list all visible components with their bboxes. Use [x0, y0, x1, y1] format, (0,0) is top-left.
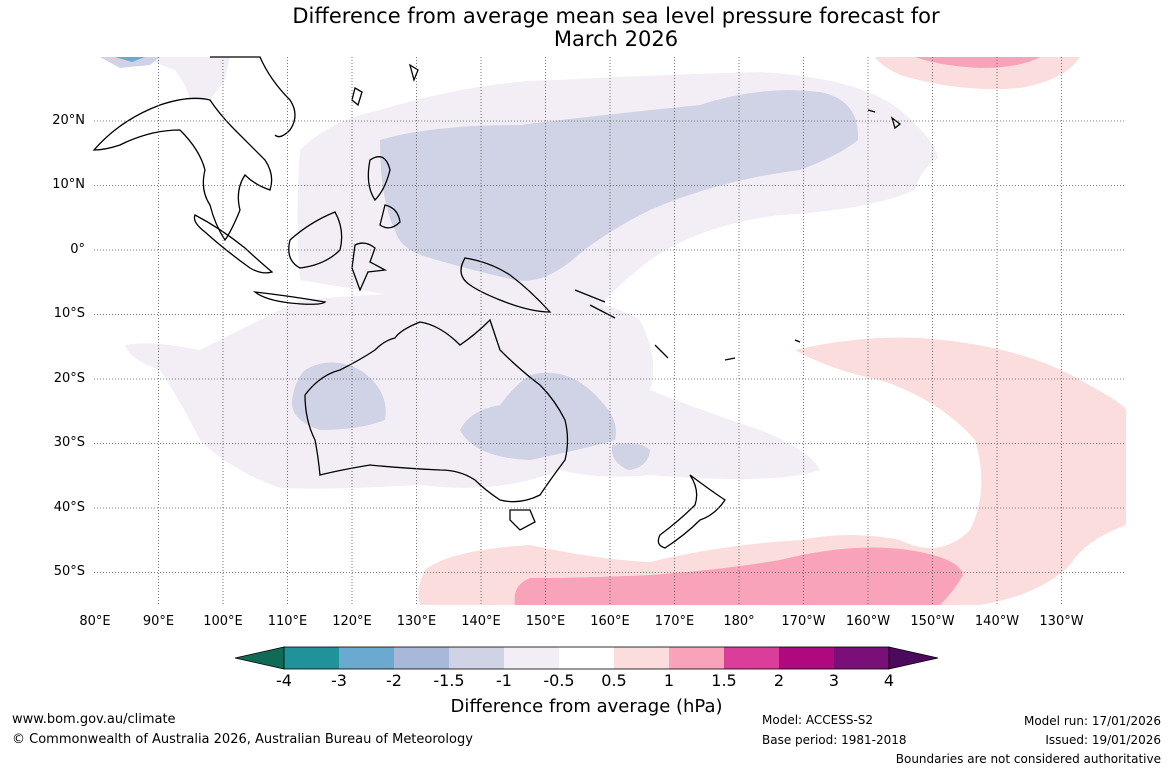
- lon-label: 150°W: [910, 614, 955, 629]
- lon-label: 90°E: [142, 614, 175, 629]
- lat-label: 50°S: [53, 564, 85, 579]
- contour-pos1-north: [915, 57, 1040, 68]
- lat-label: 0°: [70, 242, 85, 257]
- lon-label: 130°E: [396, 614, 437, 629]
- colorbar-arrow-low: [234, 646, 285, 670]
- colorbar-swatch: [394, 647, 449, 669]
- colorbar-tick: -1.5: [433, 671, 465, 690]
- coast-new-zealand: [657, 474, 726, 549]
- coast-tasmania: [509, 509, 536, 531]
- coast-southeast-asia: [92, 97, 273, 242]
- lon-label: 100°E: [203, 614, 243, 629]
- coast-vanuatu: [724, 357, 736, 361]
- lon-label: 150°E: [525, 614, 566, 629]
- colorbar-swatch: [339, 647, 394, 669]
- coast-australia: [304, 318, 569, 503]
- graticule: [94, 57, 1126, 605]
- lon-label: 110°E: [267, 614, 308, 629]
- footer-website: www.bom.gov.au/climate: [12, 712, 176, 727]
- coast-philippines: [367, 156, 401, 229]
- contour-pos05-southeast: [418, 337, 1126, 605]
- colorbar-tick: 1.5: [711, 671, 737, 690]
- lon-label: 170°W: [781, 614, 826, 629]
- footer-model: Model: ACCESS-S2: [762, 713, 874, 727]
- colorbar-tick: 1: [663, 671, 675, 690]
- colorbar-swatch: [614, 647, 669, 669]
- contour-neg2-nw-corner: [115, 57, 145, 62]
- coast-java: [252, 291, 327, 305]
- coast-new-caledonia: [654, 344, 669, 359]
- map-title-line1: Difference from average mean sea level p…: [292, 4, 940, 28]
- footer-base-period: Base period: 1981-2018: [762, 733, 907, 747]
- coast-taiwan: [351, 87, 363, 107]
- contour-neg1-east-australia: [460, 372, 650, 470]
- colorbar-swatch: [449, 647, 504, 669]
- colorbar-swatch: [779, 647, 834, 669]
- lat-label: 20°N: [52, 113, 85, 128]
- footer-disclaimer: Boundaries are not considered authoritat…: [895, 752, 1161, 766]
- contour-pos05-north: [875, 57, 1080, 90]
- lat-label: 10°S: [53, 306, 85, 321]
- colorbar-swatch: [504, 647, 559, 669]
- coast-japan: [408, 63, 419, 83]
- lon-label: 80°E: [79, 614, 111, 629]
- footer-issued: Issued: 19/01/2026: [1045, 733, 1161, 747]
- coast-sulawesi: [351, 242, 388, 292]
- colorbar-swatch: [559, 647, 614, 669]
- coast-solomon-islands: [574, 289, 616, 319]
- colorbar-tick: -2: [386, 671, 402, 690]
- coast-china: [210, 56, 296, 138]
- contour-neg1-nw-corner: [100, 57, 160, 68]
- contour-neg1-west-australia: [291, 362, 386, 430]
- colorbar-tick: -4: [276, 671, 292, 690]
- colorbar-swatch: [724, 647, 779, 669]
- coastlines: [92, 56, 902, 549]
- colorbar-tick: 2: [773, 671, 785, 690]
- lon-label: 140°W: [974, 614, 1020, 629]
- lat-label: 20°S: [53, 371, 85, 386]
- colorbar: [234, 646, 939, 670]
- coast-sumatra: [193, 214, 274, 274]
- lon-label: 170°E: [654, 614, 695, 629]
- colorbar-tick: 4: [883, 671, 895, 690]
- lon-label: 130°W: [1039, 614, 1084, 629]
- colorbar-label: Difference from average (hPa): [450, 696, 723, 717]
- colorbar-swatch: [669, 647, 724, 669]
- lat-label: 30°S: [53, 435, 85, 450]
- colorbar-tick: 0.5: [601, 671, 627, 690]
- colorbar-swatch: [834, 647, 889, 669]
- lat-label: 40°S: [53, 500, 85, 515]
- footer-copyright: © Commonwealth of Australia 2026, Austra…: [12, 732, 473, 747]
- coast-fiji: [794, 339, 801, 343]
- colorbar-arrow-high: [888, 646, 939, 670]
- lon-label: 140°E: [461, 614, 501, 629]
- colorbar-swatch: [284, 647, 339, 669]
- colorbar-tick: 3: [828, 671, 840, 690]
- colorbar-tick: -0.5: [543, 671, 575, 690]
- lon-label: 160°W: [845, 614, 891, 629]
- colorbar-tick: -3: [331, 671, 347, 690]
- colorbar-tick: -1: [496, 671, 512, 690]
- footer-model-run: Model run: 17/01/2026: [1023, 714, 1161, 728]
- coast-new-guinea: [460, 257, 552, 313]
- lon-label: 160°E: [590, 614, 630, 629]
- lon-label: 120°E: [332, 614, 372, 629]
- map-title-line2: March 2026: [553, 27, 679, 51]
- lon-label: 180°: [723, 614, 755, 629]
- contour-neg05-south: [125, 290, 820, 489]
- lat-label: 10°N: [52, 177, 85, 192]
